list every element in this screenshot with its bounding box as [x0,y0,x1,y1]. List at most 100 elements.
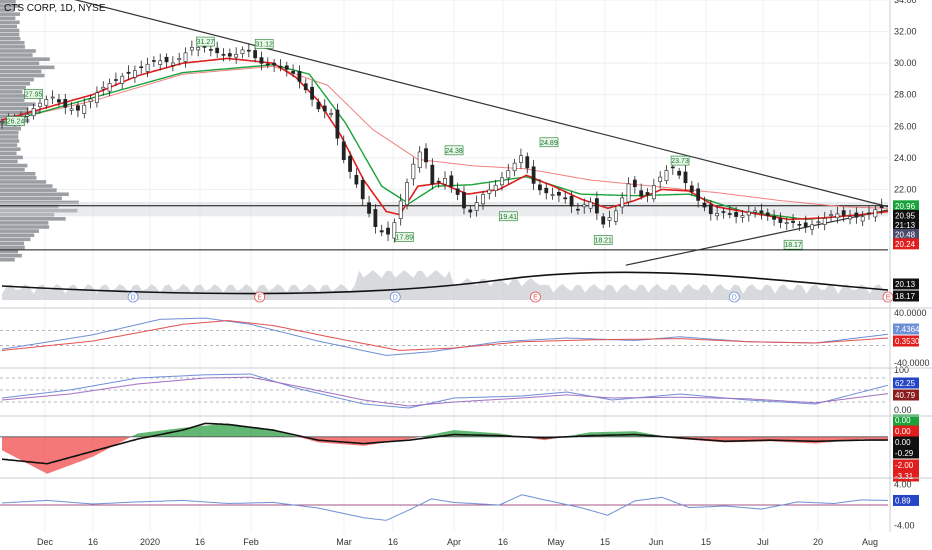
x-tick-label: 2020 [140,537,160,547]
candle-body [708,204,713,215]
ema-green-line [1,63,889,221]
histogram-negative-area [2,436,888,474]
point-label-text: 23.73 [671,158,689,165]
candle-body [411,163,416,180]
volume-profile-bar [0,12,20,16]
histogram-panel[interactable]: 0.00 0.00 0.00 -0.29 -2.00 -3.31 [0,414,919,482]
candle-body [208,49,213,51]
point-label-text: 18.17 [784,242,802,249]
volume-profile-bar [0,45,25,49]
volume-profile-bar [0,40,25,45]
candle-body [519,155,523,163]
candle-body [670,166,675,169]
candle-body [455,188,460,195]
volume-profile-bar [0,139,20,143]
volume-profile-bar [0,253,22,258]
candle-body [734,212,739,217]
candle-body [620,197,625,208]
price-badge-bg [893,377,919,389]
candle-body [569,195,574,207]
candle-body [107,83,112,92]
volume-profile-bar [0,225,50,229]
candle-body [265,63,270,66]
price-badge-bg [893,414,919,426]
oscillator-line-1 [1,317,889,356]
point-label-box [670,155,690,166]
histogram-badge: -3.31 [893,470,919,482]
candle-body [63,99,68,108]
point-label-box [444,145,464,156]
candle-body [588,201,593,209]
candle-body [607,217,612,221]
candle-body [829,214,833,216]
oscillator-line-1 [1,494,889,521]
volume-profile-bar [0,249,19,254]
candle-body [683,171,688,184]
oscillator-line-2 [1,320,889,351]
candle-body [348,155,352,172]
price-badge-bg [893,335,919,347]
candle-body [696,188,701,201]
volume-profile-bar [0,77,34,82]
candle-body [151,60,156,62]
candle-body [253,50,258,59]
dividend-marker: D [127,291,139,303]
oscillator-3-panel[interactable]: 4.00 -4.00 0.89 [0,480,919,531]
oscillator-1-panel[interactable]: 40.0000 -40.0000 7.4364 0.3530 [0,308,930,368]
point-label-text: 31.12 [255,41,273,48]
y-tick-label: 26.00 [894,121,917,131]
volume-profile-bar [0,106,29,111]
candle-body [227,53,232,57]
candle-body [25,113,30,117]
candle-body [538,184,542,191]
point-label-box [539,137,559,148]
candle-body [506,170,511,179]
price-panel[interactable]: 34.00 32.00 30.00 28.00 26.00 24.00 22.00 26.24… [0,0,919,532]
earnings-marker: E [882,291,894,303]
volume-profile-bar [0,61,40,66]
price-point-label: 31.27 [196,36,215,47]
candle-body [354,174,359,185]
candle-body [38,102,42,107]
x-tick-label: Dec [37,537,54,547]
volume-profile-bar [0,135,19,139]
candle-body [360,180,365,200]
price-badge: 21:13 [893,219,919,231]
candle-body [417,151,422,168]
event-letter: D [732,295,737,302]
candle-body [544,187,549,194]
volume-profile-bar [0,57,50,61]
candle-body [727,213,732,215]
volume-profile-bar [0,143,18,147]
oscillator-2-panel[interactable]: 100 0.00 62.25 40.79 [0,365,919,415]
oscillator-3-badge: 0.89 [893,494,919,506]
candle-body [797,223,802,226]
candle-body [310,86,315,100]
price-point-label: 18.17 [783,239,803,250]
candle-body [177,58,182,61]
candle-body [746,211,751,216]
volume-profile-bar [0,196,62,201]
price-badge-label: 20.95 [895,211,916,220]
candle-body [259,57,264,64]
candle-body [88,98,93,102]
x-tick-label: 20 [813,537,823,547]
volume-profile-bar [0,200,79,205]
volume-profile-bar [0,192,69,197]
candle-body [658,176,663,182]
candle-body [462,192,466,209]
price-badge-bg [893,447,919,459]
volume-profile-bar [0,90,23,94]
point-label-box [24,89,43,99]
oscillator-1-badge: 7.4364 [893,323,920,335]
candle-body [196,47,201,51]
price-badge-bg [893,238,919,250]
candle-body [468,209,473,213]
volume-profile-bar [0,163,28,168]
candle-body [867,212,871,215]
candle-body [329,113,333,115]
candle-body [69,108,74,111]
candle-body [753,210,758,213]
candle-body [803,222,808,228]
